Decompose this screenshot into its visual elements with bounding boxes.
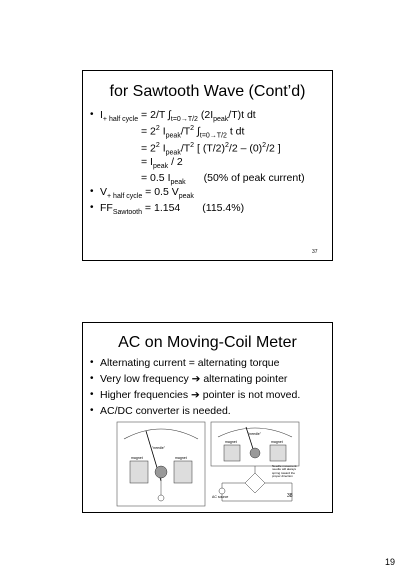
figure-label: magnet <box>225 440 237 444</box>
slide-title: AC on Moving-Coil Meter <box>118 334 297 351</box>
bullet-text: Very low frequency ➔ alternating pointer <box>100 373 288 385</box>
bullet: • <box>90 357 94 368</box>
slide: for Sawtooth Wave (Cont’d) • I+ half cyc… <box>82 70 333 261</box>
bullet: • <box>90 373 94 384</box>
equation: V+ half cycle = 0.5 Vpeak <box>100 186 194 201</box>
slide-number: 37 <box>312 249 318 255</box>
figure-note: Needle movement: needle will always spri… <box>272 465 298 479</box>
bullet-text: AC/DC converter is needed. <box>100 405 231 417</box>
bullet: • <box>90 202 94 213</box>
slide: AC on Moving-Coil Meter • Alternating cu… <box>82 322 333 513</box>
figure-label: magnet <box>131 456 143 460</box>
figure-label: magnet <box>175 456 187 460</box>
figure-label: "needle" <box>248 432 262 436</box>
equation: = 0.5 Ipeak (50% of peak current) <box>141 172 305 187</box>
bullet: • <box>90 186 94 197</box>
figure-label: AC source <box>212 495 228 499</box>
bullet: • <box>90 405 94 416</box>
equation: FFSawtooth = 1.154 (115.4%) <box>100 202 245 217</box>
meter-figure: magnet magnet "needle" AC source Needle … <box>210 421 300 502</box>
equation: = 22 Ipeak/T2 [ (T/2)2/2 – (0)2/2 ] <box>141 142 281 157</box>
slide-title: for Sawtooth Wave (Cont’d) <box>109 83 306 100</box>
meter-figure: magnet magnet "needle" <box>116 421 206 507</box>
equation: I+ half cycle = 2/T ∫t=0→T/2 (2Ipeak/T)t… <box>100 109 256 124</box>
slide-number: 38 <box>287 493 293 499</box>
bullet-text: Higher frequencies ➔ pointer is not move… <box>100 389 301 401</box>
bullet-text: Alternating current = alternating torque <box>100 357 280 369</box>
equation: = 22 Ipeak/T2 ∫t=0→T/2 t dt <box>141 125 245 140</box>
equation: = Ipeak / 2 <box>141 156 183 171</box>
bullet: • <box>90 389 94 400</box>
page-number: 19 <box>385 557 396 567</box>
figure-label: magnet <box>271 440 283 444</box>
bullet: • <box>90 109 94 120</box>
figure-label: "needle" <box>152 446 166 450</box>
